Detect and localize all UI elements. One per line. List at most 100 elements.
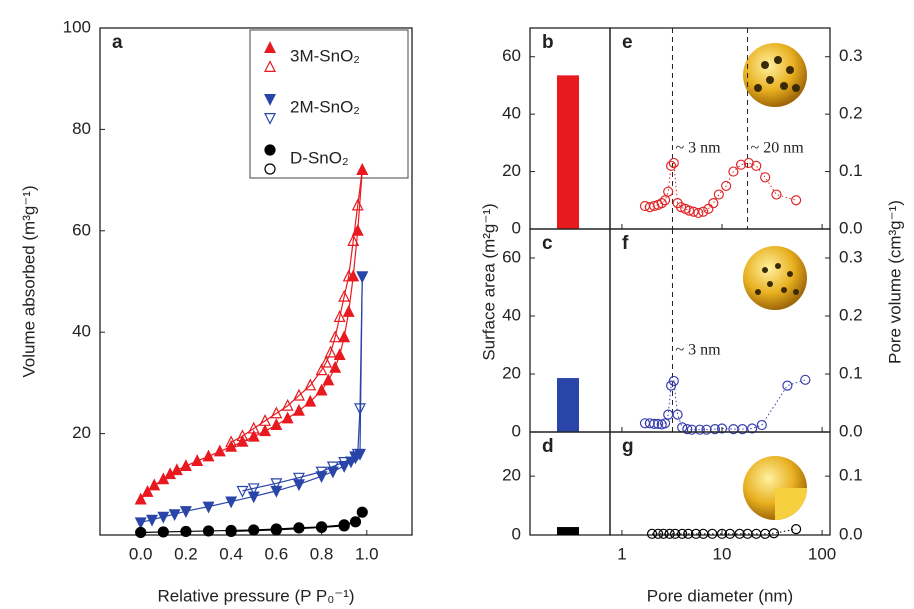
marker [270,485,283,498]
marker [683,528,694,539]
marker [338,289,351,302]
x-tick-label: 0.4 [219,544,243,563]
marker [716,423,728,434]
series-line [230,169,363,443]
plot-frame [609,431,831,536]
marker [694,424,705,435]
marker [663,186,674,197]
y-tick-label: 60 [502,46,521,65]
marker [668,157,679,169]
marker [664,528,675,539]
marker [690,528,702,539]
marker [247,421,260,434]
marker [686,424,697,435]
marker [281,398,294,411]
marker [141,485,154,497]
marker [724,528,736,539]
marker [670,528,681,539]
annotation: ~ 20 nm [751,139,805,156]
legend-label: 2M-SnO₂ [290,97,360,116]
x-axis-label: Relative pressure (P P₀⁻¹) [157,586,354,605]
marker [247,483,260,496]
marker [225,496,238,509]
marker [315,363,328,376]
marker [728,166,739,177]
y2-tick-label: 0.1 [839,363,863,382]
marker [270,478,283,491]
x-tick-label: 0.6 [265,544,289,563]
y2-tick-label: 0.0 [839,524,863,543]
marker [646,528,658,539]
marker [653,418,664,429]
marker [157,511,170,524]
series-line [652,528,797,535]
marker [790,195,802,206]
y2-axis-label: Pore volume (cm³g⁻¹) [885,200,904,364]
x-tick-label: 10 [713,544,732,563]
marker [716,528,728,539]
y-tick-label: 80 [72,119,91,138]
marker [672,409,683,420]
y2-tick-label: 0.1 [839,161,863,180]
legend-marker [264,41,276,54]
marker [329,330,342,343]
legend-marker [264,112,276,125]
marker [347,234,360,246]
y-tick-label: 60 [502,247,521,266]
x-tick-label: 0.8 [310,544,334,563]
y-tick-label: 0 [512,218,521,237]
marker [342,269,355,282]
sphere-icon [743,246,807,310]
annotation: ~ 3 nm [675,139,721,156]
plot-frame [99,27,413,536]
marker [157,526,169,538]
marker [148,478,161,491]
marker [315,521,328,533]
marker [790,524,802,535]
panel-label: a [112,32,123,53]
series-line [140,169,363,500]
marker [338,520,350,532]
marker [333,348,346,361]
marker [737,424,748,435]
sphere-icon [743,456,807,520]
y-tick-label: 20 [502,161,521,180]
marker [708,198,719,209]
panel-label: d [542,436,554,457]
marker [735,159,747,170]
marker [202,501,215,514]
y-axis-label: Volume absorbed (m³g⁻¹) [19,185,38,377]
marker [644,418,655,429]
marker [747,423,758,434]
marker [170,463,183,476]
marker [658,528,669,539]
y-tick-label: 20 [502,363,521,382]
marker [322,373,335,386]
annotation: ~ 3 nm [675,341,721,358]
marker [180,525,192,538]
marker [351,198,364,211]
y2-tick-label: 0.0 [839,218,863,237]
y-tick-label: 60 [72,220,91,239]
marker [236,429,249,442]
marker [191,454,204,466]
series-line [231,525,345,533]
marker [703,203,714,214]
legend-marker [264,144,276,156]
marker [315,383,328,396]
y2-tick-label: 0.2 [839,305,863,324]
y2-tick-label: 0.3 [839,247,863,266]
marker [668,375,679,387]
marker [270,524,282,536]
marker [349,516,362,528]
marker [259,424,272,437]
x-tick-label: 0.0 [129,544,153,563]
marker [292,388,305,401]
marker [292,403,305,416]
marker [349,451,362,464]
marker [179,459,192,472]
marker [247,429,260,442]
marker [351,223,364,236]
panel-label: e [622,32,633,53]
marker [146,514,158,527]
